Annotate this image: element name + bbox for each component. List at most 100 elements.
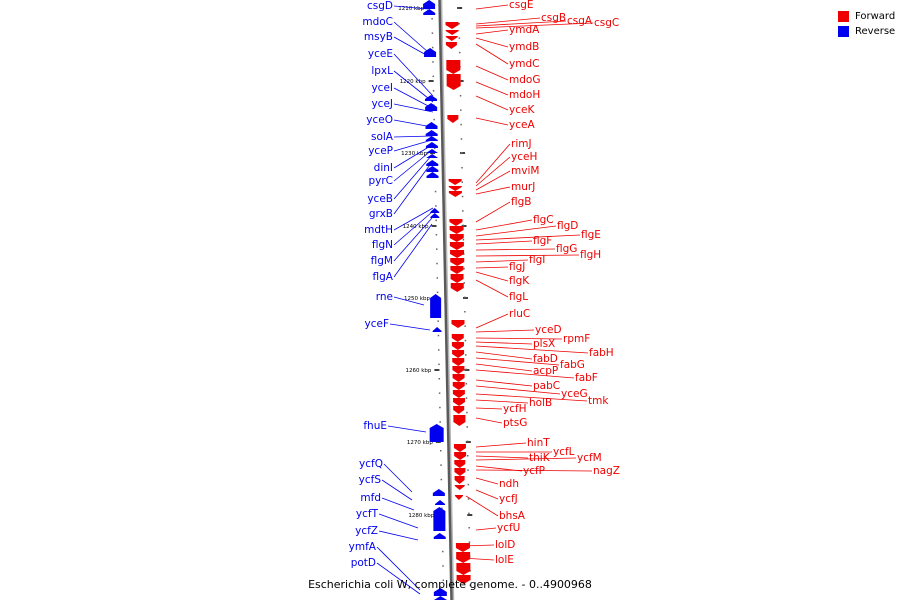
forward-gene-label: ycfH [503, 403, 527, 415]
forward-gene-leader [475, 527, 497, 531]
reverse-gene [423, 9, 436, 15]
minor-tick [462, 210, 464, 212]
forward-gene-label: mviM [511, 165, 539, 177]
forward-gene-label: fabD [533, 353, 558, 365]
minor-tick [440, 450, 442, 452]
reverse-gene [424, 95, 437, 101]
reverse-gene-leader [393, 119, 433, 128]
forward-gene-leader [475, 385, 561, 395]
minor-tick [467, 469, 469, 471]
legend: Forward Reverse [838, 9, 898, 39]
reverse-gene-leader [389, 323, 431, 331]
tick-label: 1220 kbp [400, 79, 426, 85]
forward-gene [456, 563, 471, 575]
forward-gene [451, 342, 464, 350]
forward-gene-leader [475, 117, 509, 126]
minor-tick [467, 483, 470, 486]
forward-gene [454, 476, 465, 484]
minor-tick [431, 32, 434, 34]
forward-gene [455, 543, 470, 552]
minor-tick [458, 23, 460, 25]
forward-gene [452, 382, 465, 390]
backbone-highlight [440, 0, 455, 600]
reverse-gene-leader [393, 217, 433, 262]
forward-gene-leader [475, 271, 509, 282]
reverse-gene-leader [393, 70, 434, 103]
reverse-gene [430, 208, 440, 213]
forward-gene [450, 258, 465, 266]
forward-gene [453, 415, 466, 426]
minor-tick [436, 291, 439, 294]
minor-tick [464, 354, 467, 356]
forward-gene [454, 495, 463, 500]
forward-gene-leader [475, 234, 581, 241]
minor-tick [439, 421, 441, 423]
reverse-gene-label: msyB [364, 31, 393, 43]
reverse-gene-label: solA [371, 131, 394, 143]
forward-gene-leader [475, 95, 509, 111]
forward-gene-label: ymdC [509, 58, 539, 70]
minor-tick [435, 205, 437, 207]
reverse-gene [430, 294, 442, 318]
forward-gene [450, 274, 464, 283]
forward-gene [454, 452, 467, 460]
minor-tick [437, 334, 440, 337]
reverse-gene-leader [393, 87, 433, 109]
forward-gene-leader [475, 279, 509, 298]
forward-gene-leader [475, 29, 509, 35]
forward-gene-label: flgI [529, 254, 545, 266]
minor-tick [431, 46, 434, 49]
forward-gene-label: flgD [557, 220, 578, 232]
minor-tick [435, 248, 438, 250]
forward-gene [452, 390, 465, 398]
tick-label: 1230 kbp [401, 151, 427, 157]
forward-gene-label: csgA [567, 15, 593, 27]
reverse-gene-leader [383, 463, 413, 493]
tick-label: 1210 kbp [398, 6, 424, 12]
reverse-gene-label: yceP [368, 145, 393, 157]
reverse-gene-leader [393, 144, 433, 169]
minor-tick [434, 190, 437, 193]
reverse-gene [432, 327, 442, 332]
reverse-gene-leader [393, 223, 433, 278]
forward-gene [445, 22, 459, 29]
reverse-gene-label: yceE [368, 48, 393, 60]
reverse-gene-label: ycfS [359, 474, 382, 486]
reverse-gene-label: flgA [373, 271, 394, 283]
legend-reverse-label: Reverse [855, 26, 896, 37]
reverse-gene [430, 213, 440, 218]
minor-tick [468, 512, 470, 515]
forward-gene-leader [475, 469, 593, 472]
reverse-gene-leader [393, 207, 434, 231]
forward-gene [447, 115, 459, 123]
reverse-gene-label: fhuE [363, 420, 387, 432]
forward-gene [454, 468, 466, 476]
reverse-gene-label: lpxL [371, 65, 393, 77]
reverse-gene-leader [376, 562, 421, 595]
forward-gene [445, 36, 458, 41]
reverse-gene-leader [393, 296, 425, 306]
forward-gene-leader [475, 259, 529, 263]
forward-gene-label: nagZ [593, 465, 620, 477]
forward-gene-leader [475, 489, 499, 500]
minor-tick [465, 397, 468, 399]
forward-gene-leader [475, 240, 533, 245]
reverse-gene-label: potD [351, 557, 376, 569]
reverse-gene-label: yceO [366, 114, 393, 126]
reverse-gene-label: ycfQ [359, 458, 383, 470]
forward-gene-leader [475, 457, 577, 461]
minor-tick [432, 90, 435, 92]
reverse-gene-label: pyrC [368, 175, 393, 187]
forward-gene-label: flgL [509, 291, 528, 303]
reverse-gene [433, 596, 447, 600]
minor-tick [437, 349, 440, 351]
reverse-gene-label: dinI [374, 162, 393, 174]
reverse-gene-leader [393, 139, 433, 152]
reverse-gene-leader [381, 479, 413, 501]
forward-gene-label: lolE [495, 554, 514, 566]
forward-swatch [838, 11, 849, 22]
forward-gene [453, 444, 466, 452]
forward-gene-label: rpmF [563, 333, 590, 345]
reverse-gene-leader [393, 21, 429, 53]
forward-gene-leader [475, 357, 560, 366]
